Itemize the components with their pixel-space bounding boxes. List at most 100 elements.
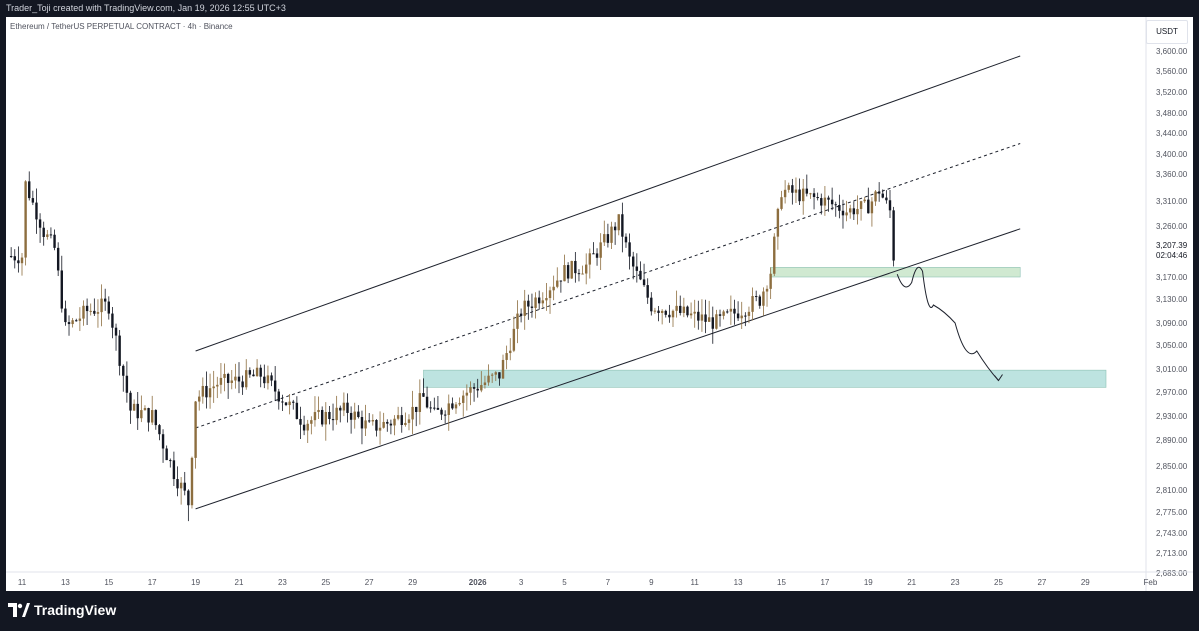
candle-body bbox=[483, 382, 487, 386]
x-tick-label: 5 bbox=[562, 578, 567, 587]
candle-body bbox=[556, 280, 559, 287]
y-tick-label: 2,890.00 bbox=[1156, 436, 1188, 445]
tradingview-logo: TradingView bbox=[8, 602, 116, 618]
candle-body bbox=[24, 181, 27, 258]
candle-body bbox=[158, 425, 161, 435]
currency-unit[interactable]: USDT bbox=[1146, 20, 1188, 44]
x-tick-label: 23 bbox=[278, 578, 287, 587]
candle-body bbox=[642, 279, 646, 286]
symbol-legend[interactable]: Ethereum / TetherUS PERPETUAL CONTRACT ·… bbox=[10, 22, 233, 31]
candle-body bbox=[469, 387, 472, 393]
candle-body bbox=[53, 234, 56, 248]
candle-body bbox=[682, 306, 686, 313]
candle-body bbox=[650, 297, 653, 312]
candle-body bbox=[606, 234, 610, 243]
x-tick-label: 2026 bbox=[469, 578, 487, 587]
candle-body bbox=[226, 373, 230, 383]
candle-body bbox=[100, 298, 103, 313]
candle-body bbox=[277, 391, 280, 402]
x-tick-label: 29 bbox=[408, 578, 417, 587]
candle-body bbox=[78, 318, 82, 321]
candle-body bbox=[241, 381, 244, 388]
candle-body bbox=[859, 201, 863, 209]
last-price-label: 3,207.39 bbox=[1156, 241, 1188, 250]
candle-body bbox=[342, 402, 346, 411]
candle-body bbox=[386, 421, 389, 424]
candle-body bbox=[252, 374, 255, 377]
candle-body bbox=[462, 395, 465, 403]
candle-body bbox=[46, 234, 49, 237]
candle-body bbox=[187, 490, 190, 506]
candle-body bbox=[635, 266, 639, 271]
candle-body bbox=[715, 314, 718, 329]
candle-body bbox=[273, 380, 277, 392]
x-tick-label: 7 bbox=[606, 578, 611, 587]
candle-body bbox=[639, 270, 642, 280]
candle-body bbox=[433, 407, 436, 409]
candle-body bbox=[324, 411, 327, 425]
candle-body bbox=[863, 199, 866, 202]
candle-body bbox=[353, 411, 356, 420]
candle-body bbox=[331, 419, 335, 421]
candle-body bbox=[686, 306, 689, 316]
candle-body bbox=[75, 320, 78, 322]
candle-body bbox=[136, 403, 139, 419]
y-tick-label: 2,970.00 bbox=[1156, 388, 1188, 397]
x-tick-label: 19 bbox=[191, 578, 200, 587]
candle-body bbox=[140, 410, 143, 419]
y-tick-label: 2,810.00 bbox=[1156, 486, 1188, 495]
candle-body bbox=[284, 402, 288, 406]
candle-body bbox=[722, 311, 725, 316]
candle-body bbox=[733, 308, 736, 314]
candle-body bbox=[183, 482, 186, 491]
candle-body bbox=[751, 296, 754, 312]
candle-body bbox=[841, 210, 845, 216]
candle-body bbox=[787, 185, 790, 190]
projection-path bbox=[896, 266, 999, 381]
candle-body bbox=[212, 386, 215, 389]
footer-bar bbox=[0, 591, 1199, 631]
candle-body bbox=[328, 411, 331, 420]
chart-frame[interactable]: 3,600.00 3,560.00 3,520.00 3,480.00 3,440.00… bbox=[6, 17, 1193, 591]
candle-body bbox=[668, 314, 671, 318]
candle-body bbox=[447, 403, 450, 415]
candle-body bbox=[624, 236, 628, 243]
candle-body bbox=[852, 208, 856, 215]
candle-body bbox=[82, 305, 85, 319]
candle-body bbox=[838, 205, 841, 211]
candle-body bbox=[28, 181, 31, 199]
candle-body bbox=[773, 236, 776, 274]
demand-zone bbox=[770, 267, 1021, 278]
candle-body bbox=[856, 208, 859, 215]
candle-body bbox=[234, 376, 237, 381]
candle-body bbox=[13, 256, 16, 261]
price-chart[interactable]: 3,600.00 3,560.00 3,520.00 3,480.00 3,440.00… bbox=[6, 17, 1193, 591]
candle-body bbox=[595, 253, 599, 258]
candle-body bbox=[490, 374, 494, 376]
candle-body bbox=[498, 372, 501, 379]
y-tick-label: 3,260.00 bbox=[1156, 222, 1188, 231]
candle-body bbox=[103, 298, 107, 302]
candle-body bbox=[371, 420, 375, 422]
candle-body bbox=[769, 273, 772, 289]
candle-body bbox=[179, 482, 183, 489]
candle-body bbox=[42, 227, 45, 237]
candle-body bbox=[870, 201, 874, 214]
demand-zone bbox=[423, 369, 1107, 388]
candle-body bbox=[375, 420, 378, 431]
x-tick-label: 17 bbox=[148, 578, 157, 587]
candle-body bbox=[96, 312, 100, 314]
candle-body bbox=[885, 197, 888, 201]
x-tick-label: 3 bbox=[519, 578, 524, 587]
candle-body bbox=[230, 380, 233, 383]
candle-body bbox=[407, 419, 411, 423]
candle-body bbox=[632, 256, 635, 267]
candle-body bbox=[679, 305, 682, 313]
candle-body bbox=[867, 199, 870, 214]
candle-body bbox=[827, 197, 830, 200]
channel-upper-line bbox=[195, 55, 1021, 352]
candle-body bbox=[378, 427, 382, 431]
candle-body bbox=[154, 410, 158, 426]
candle-body bbox=[415, 406, 418, 412]
candle-body bbox=[892, 210, 895, 261]
